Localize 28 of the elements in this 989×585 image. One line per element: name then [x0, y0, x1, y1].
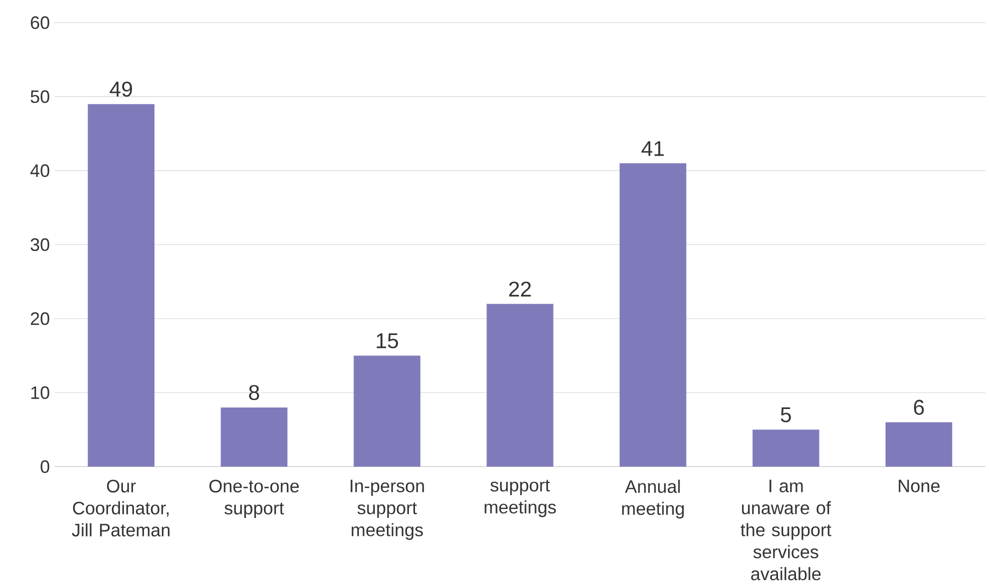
y-tick-label: 40: [30, 164, 50, 178]
bar: [752, 430, 820, 467]
bar: [88, 104, 154, 467]
y-tick-label: 20: [30, 312, 50, 326]
data-label: 6: [914, 400, 924, 416]
y-tick-label: 0: [40, 460, 50, 474]
x-tick-label: One-to-one support: [209, 480, 299, 518]
bar: [354, 356, 420, 467]
x-tick-label: Our Coordinator, Jill Pateman: [72, 480, 170, 537]
bar: [486, 304, 554, 467]
y-tick-label: 50: [30, 90, 50, 104]
data-label: 5: [780, 408, 791, 422]
x-tick-label: None: [898, 480, 940, 492]
data-label: 49: [110, 82, 132, 97]
data-label: 41: [642, 141, 664, 156]
data-label: 22: [509, 282, 531, 297]
y-tick-label: 60: [30, 16, 50, 30]
x-tick-label: Annual meeting: [622, 480, 684, 519]
x-tick-label: In-person support meetings: [350, 480, 424, 540]
bar: [220, 408, 288, 467]
y-tick-label: 30: [30, 238, 50, 252]
data-label: 15: [376, 334, 398, 348]
bar: [886, 422, 952, 467]
data-label: 8: [249, 385, 260, 400]
bar: [620, 163, 686, 467]
x-tick-label: support meetings: [484, 480, 556, 518]
x-tick-label: I am unaware of the support services available: [740, 480, 832, 580]
y-tick-label: 10: [31, 386, 50, 400]
